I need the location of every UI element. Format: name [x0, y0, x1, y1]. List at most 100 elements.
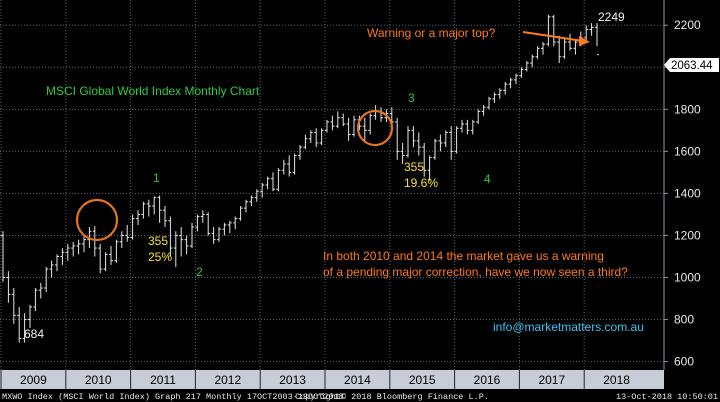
ohlc-bar: [244, 199, 248, 213]
footer-left: MXWO Index (MSCI World Index) Graph 217 …: [2, 392, 344, 402]
ohlc-bar: [119, 231, 124, 249]
ohlc-bar: [352, 115, 356, 137]
comment-line-1: In both 2010 and 2014 the market gave us…: [323, 249, 604, 263]
ohlc-bar: [22, 313, 27, 343]
ohlc-bar: [163, 206, 167, 228]
footer-right: 13-Oct-2018 10:50:01: [616, 392, 718, 402]
ohlc-bar: [476, 109, 481, 125]
ohlc-bar: [6, 271, 11, 303]
ohlc-bar: [416, 132, 421, 156]
ohlc-bar: [508, 77, 513, 89]
ohlc-bar: [200, 210, 205, 223]
ohlc-bar: [411, 126, 416, 148]
ohlc-bar: [146, 199, 151, 217]
ohlc-bar: [465, 119, 470, 135]
wave-1-label: 1: [153, 171, 160, 185]
ohlc-bar: [298, 145, 302, 160]
ohlc-bar: [492, 92, 497, 104]
ohlc-bar: [71, 241, 76, 257]
footer-center: Copyright© 2018 Bloomberg Finance L.P.: [295, 392, 489, 402]
x-tick-label: 2013: [279, 373, 306, 387]
ohlc-bar: [222, 222, 227, 236]
ohlc-bar: [109, 245, 113, 265]
ohlc-bar: [65, 243, 70, 261]
ohlc-bar: [551, 14, 556, 47]
y-tick-label: 800: [674, 313, 694, 327]
ohlc-bar: [546, 14, 551, 47]
ohlc-bar: [76, 239, 81, 255]
ohlc-bar: [535, 46, 540, 59]
y-tick-label: 1000: [674, 271, 701, 285]
ohlc-bar: [173, 231, 178, 267]
ohlc-bar: [524, 60, 529, 72]
ohlc-bar: [238, 206, 243, 221]
ohlc-bar: [395, 117, 400, 160]
ohlc-bar: [92, 225, 97, 257]
wave-3-label: 3: [408, 91, 415, 105]
ohlc-bar: [82, 236, 86, 253]
ohlc-bar: [368, 113, 373, 135]
ohlc-bar: [260, 182, 265, 198]
ohlc-bar: [217, 227, 221, 242]
ohlc-bar: [141, 201, 146, 219]
ohlc-bar: [233, 216, 238, 230]
warning-arrow: [522, 31, 590, 46]
ohlc-bar: [55, 254, 59, 272]
comment-line-2: of a pending major correction, have we n…: [323, 265, 628, 279]
ohlc-bar: [568, 33, 572, 51]
y-tick-label: 1200: [674, 228, 701, 242]
x-tick-label: 2014: [344, 373, 371, 387]
wave-4-label: 4: [484, 172, 491, 186]
ohlc-bar: [449, 126, 454, 160]
ohlc-bar: [406, 126, 410, 158]
ohlc-bar: [11, 288, 16, 324]
ohlc-bar: [152, 196, 157, 215]
ohlc-bar: [422, 142, 427, 177]
website-label: info@marketmatters.com.au: [493, 320, 644, 334]
ohlc-bar: [271, 172, 275, 192]
ohlc-bar: [595, 23, 599, 56]
ohlc-bar: [281, 159, 286, 175]
x-tick-label: 2017: [538, 373, 565, 387]
ohlc-bar: [325, 119, 329, 133]
ohlc-bar: [157, 195, 162, 223]
last-value-label: 2063.44: [671, 60, 713, 72]
chart-title: MSCI Global World Index Monthly Chart: [46, 84, 260, 98]
x-tick-label: 2010: [85, 373, 112, 387]
x-tick-label: 2009: [20, 373, 47, 387]
ohlc-bar: [227, 220, 232, 234]
highlight-circle-2010: [75, 198, 119, 242]
ohlc-series: [1, 14, 599, 343]
ohlc-bar: [519, 67, 524, 78]
ohlc-bar: [454, 126, 459, 154]
drop-2-percent: 19.6%: [404, 176, 438, 190]
ohlc-bar: [584, 25, 589, 43]
ohlc-bar: [249, 195, 254, 207]
ohlc-bar: [503, 81, 508, 95]
ohlc-bar: [470, 119, 475, 135]
ohlc-bar: [335, 111, 340, 129]
ohlc-bar: [292, 153, 297, 175]
ohlc-bar: [168, 216, 173, 257]
ohlc-bar: [400, 142, 405, 164]
ohlc-bar: [17, 306, 22, 343]
ohlc-bar: [1, 231, 5, 282]
ohlc-bar: [49, 260, 54, 278]
ohlc-bar: [287, 155, 292, 177]
ohlc-bar: [206, 212, 211, 236]
ohlc-bar: [433, 138, 437, 160]
warning-annotation: Warning or a major top?: [367, 26, 496, 40]
y-tick-label: 1800: [674, 102, 701, 116]
ohlc-bar: [179, 227, 184, 257]
x-tick-label: 2018: [603, 373, 630, 387]
ohlc-bar: [573, 39, 578, 55]
ohlc-bar: [276, 168, 281, 192]
ohlc-bar: [190, 222, 194, 249]
ohlc-bar: [98, 243, 103, 274]
x-tick-label: 2015: [409, 373, 436, 387]
x-axis-ticks: 2009 2010 2011 2012 2013 2014 2015 2016 2017 2018: [0, 370, 630, 389]
ohlc-bar: [103, 252, 108, 272]
ohlc-bar: [562, 37, 567, 59]
